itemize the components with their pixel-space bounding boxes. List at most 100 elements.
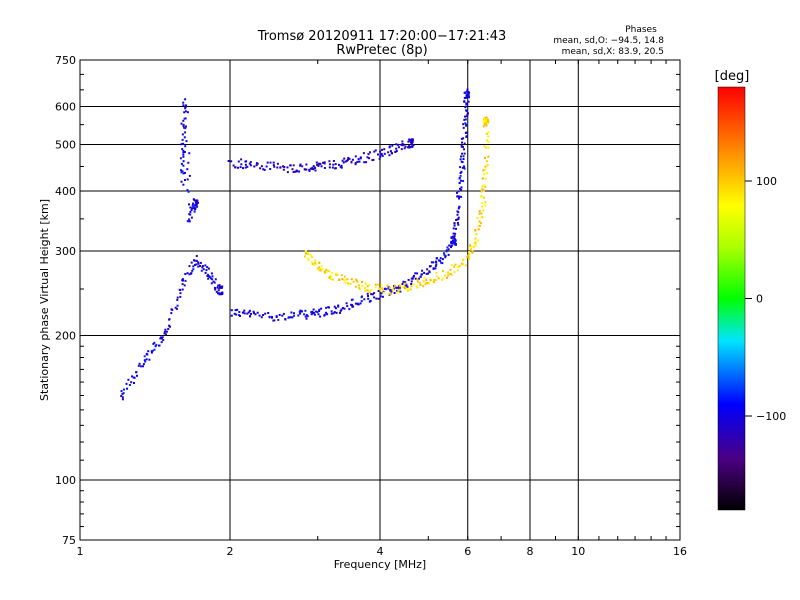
data-point [191,269,194,272]
data-point [160,337,163,340]
data-point [459,172,462,174]
data-point [484,116,487,119]
data-point [359,302,362,305]
data-point [336,273,339,276]
data-point [434,267,437,270]
y-tick-label: 100 [55,474,76,487]
data-point [215,290,218,293]
data-point [480,212,483,215]
data-point [237,166,239,169]
data-point [379,155,382,158]
data-point [330,312,333,315]
data-point [183,136,186,139]
data-point [441,278,444,281]
data-point [314,259,317,262]
data-point [429,279,432,282]
data-point [249,161,252,164]
data-point [484,177,487,180]
data-point [433,281,436,284]
data-point [482,209,485,212]
data-point [408,145,411,148]
data-point [199,261,202,264]
data-point [186,111,189,114]
data-point [404,145,407,148]
data-point [212,280,215,283]
data-point [197,201,199,204]
data-point [335,311,338,314]
data-point [485,116,488,119]
data-point [411,277,414,280]
data-point [326,313,329,316]
data-point [195,263,198,266]
data-point [373,292,376,295]
plot-area [79,59,681,541]
data-point [467,112,469,115]
data-point [188,152,191,155]
data-point [410,143,413,145]
data-point [461,161,464,164]
data-point [459,166,462,169]
data-point [122,388,125,391]
data-point [189,210,192,213]
data-point [366,289,369,292]
data-point [291,168,294,171]
data-point [435,257,438,260]
data-point [214,287,216,289]
data-point [439,257,442,260]
data-point [184,179,186,181]
data-point [192,268,195,271]
data-point [246,312,249,315]
data-point [380,292,383,295]
data-point [459,174,462,177]
data-point [182,149,185,152]
data-point [470,245,473,248]
data-point [143,355,146,358]
data-point [241,311,244,314]
data-point [400,143,403,146]
data-point [481,216,484,219]
data-point [364,289,367,292]
data-point [379,150,382,153]
data-point [474,244,477,247]
data-point [388,154,391,157]
data-point [460,144,463,147]
data-point [463,152,466,155]
data-point [481,188,484,191]
data-point [182,101,185,104]
data-point [315,161,318,164]
data-point [311,263,314,265]
data-point [230,309,233,312]
data-point [217,292,219,295]
data-point [457,223,460,226]
data-point [402,143,405,146]
data-point [292,164,295,167]
colorbar-tick-label: −100 [756,410,786,423]
data-point [393,292,396,294]
data-point [428,270,431,273]
data-point [135,371,138,374]
data-point [430,261,433,264]
data-point [407,289,410,292]
data-point [213,281,216,284]
data-point [270,315,273,318]
data-point [335,272,338,275]
data-point [401,143,404,145]
data-point [396,286,399,289]
data-point [408,138,411,141]
data-point [456,269,459,272]
data-point [401,140,404,143]
data-point [364,287,367,289]
data-point [400,148,403,151]
data-point [361,284,364,287]
data-point [187,190,190,193]
data-point [234,166,237,169]
data-point [483,173,486,176]
data-point [478,220,481,223]
data-point [346,159,349,161]
data-point [319,162,322,165]
data-point [160,336,163,339]
data-point [468,253,471,256]
data-point [463,148,465,151]
data-point [425,272,428,275]
data-point [390,290,393,293]
